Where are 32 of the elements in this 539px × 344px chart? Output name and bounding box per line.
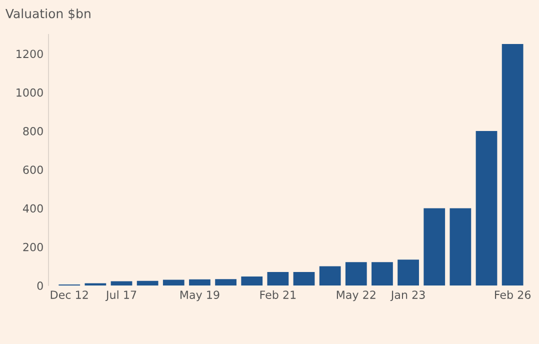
x-tick-label: May 22: [336, 290, 376, 302]
bar: [267, 272, 289, 286]
bar: [424, 208, 446, 286]
bar: [476, 130, 498, 286]
x-tick-label: Dec 12: [50, 290, 88, 299]
bar: [84, 283, 106, 286]
bar: [398, 260, 419, 286]
x-tick-label: Jan 23: [390, 290, 425, 302]
bar: [372, 262, 393, 286]
bar: [345, 262, 367, 286]
x-tick-label: Feb 21: [260, 290, 296, 299]
y-tick-label: 800: [23, 126, 43, 136]
bar: [162, 280, 184, 286]
bar: [189, 279, 210, 286]
bar: [502, 44, 524, 286]
y-tick-label: 1200: [16, 50, 43, 58]
bar: [319, 266, 341, 286]
bar: [110, 281, 132, 286]
chart-title: Valuation $bn: [5, 8, 90, 20]
x-tick-label: May 19: [180, 290, 220, 302]
bar: [215, 279, 236, 286]
bar: [136, 280, 158, 286]
x-tick-label: Feb 26: [494, 290, 531, 299]
y-tick-label: 400: [22, 204, 43, 213]
x-tick-label: Jul 17: [105, 290, 136, 302]
y-tick-label: 0: [37, 281, 43, 290]
bar: [293, 272, 315, 286]
y-tick-label: 1000: [16, 88, 43, 97]
y-tick-label: 600: [23, 166, 43, 174]
bar: [241, 276, 263, 286]
bar: [450, 208, 472, 286]
y-tick-label: 200: [23, 242, 43, 252]
